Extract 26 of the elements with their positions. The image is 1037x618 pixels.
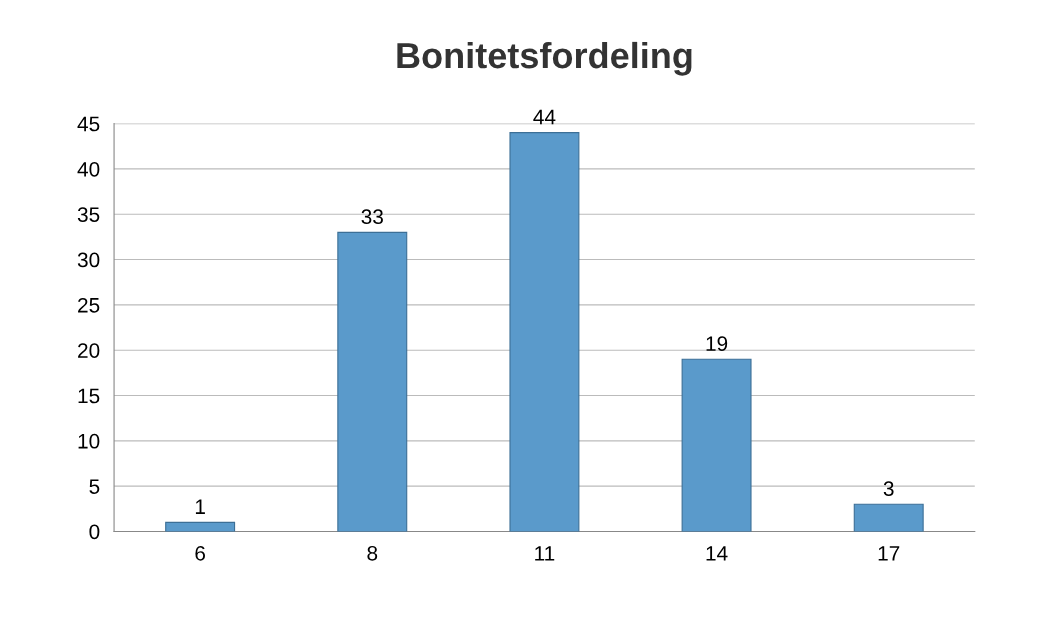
data-label: 19 xyxy=(706,336,728,351)
bar xyxy=(165,521,236,532)
bar xyxy=(509,132,580,532)
y-tick-label: 45 xyxy=(77,116,100,132)
data-label: 33 xyxy=(361,209,383,225)
y-tick-label: 30 xyxy=(77,252,100,268)
y-tick-label: 40 xyxy=(77,161,100,177)
y-tick-label: 20 xyxy=(78,343,100,358)
bar xyxy=(337,231,408,532)
y-tick-label: 5 xyxy=(89,479,100,494)
x-tick-label: 8 xyxy=(367,545,378,561)
bar xyxy=(853,503,924,532)
x-tick-label: 14 xyxy=(706,546,728,561)
data-label: 44 xyxy=(533,109,556,125)
y-tick-label: 35 xyxy=(77,207,100,222)
bar xyxy=(681,358,752,532)
chart-title: Bonitetsfordeling xyxy=(397,41,692,76)
data-label: 3 xyxy=(883,481,894,496)
x-tick-label: 11 xyxy=(535,546,555,561)
x-tick-label: 6 xyxy=(195,545,206,561)
y-tick-label: 0 xyxy=(89,524,100,540)
data-label: 1 xyxy=(195,499,205,514)
x-tick-label: 17 xyxy=(878,546,900,561)
y-tick-label: 25 xyxy=(78,297,100,313)
y-tick-label: 10 xyxy=(78,433,100,449)
y-tick-label: 15 xyxy=(78,388,100,404)
